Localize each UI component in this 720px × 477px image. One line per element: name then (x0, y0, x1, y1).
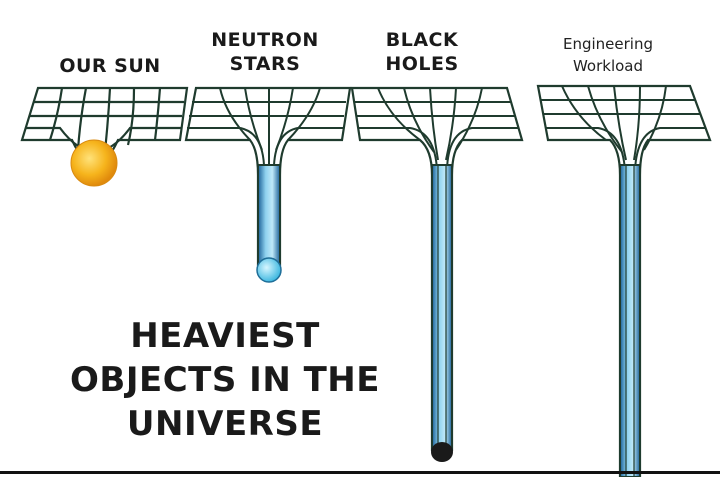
headline-line-1: HEAVIEST (130, 316, 320, 356)
headline-line-2: OBJECTS IN THE (70, 360, 380, 400)
label-engineering-workload: Engineering Workload (563, 35, 653, 75)
headline-heaviest-objects: HEAVIEST OBJECTS IN THE UNIVERSE (60, 314, 390, 446)
black-hole-ball (431, 442, 453, 462)
label-our-sun: OUR SUN (59, 55, 161, 77)
label-black-holes: BLACK HOLES (385, 29, 459, 75)
neutron-star-ball (256, 257, 282, 283)
engineering-workload-gravity-well (536, 84, 712, 477)
headline-line-3: UNIVERSE (126, 404, 324, 444)
black-hole-gravity-well (350, 86, 524, 452)
neutron-star-gravity-well (184, 86, 352, 267)
ground-line (0, 471, 720, 474)
sun-ball (70, 139, 118, 187)
label-neutron-stars: NEUTRON STARS (211, 29, 319, 75)
